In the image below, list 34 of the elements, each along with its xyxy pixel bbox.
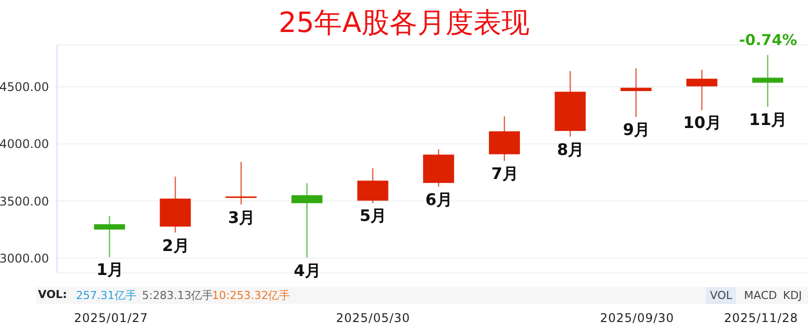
x-tick-label: 11月: [748, 110, 788, 129]
text: MACD: [743, 288, 778, 304]
x-tick-label: 10月: [682, 113, 722, 132]
y-tick-label: 4000.00: [0, 137, 49, 152]
text: 257.31亿手: [76, 288, 136, 303]
chart-title: 25年A股各月度表现: [278, 6, 530, 39]
text: 5:283.13亿手: [142, 288, 214, 303]
text: VOL:: [38, 288, 68, 301]
text: 2025/11/28: [724, 311, 798, 325]
x-tick-label: 7月: [490, 164, 520, 183]
candlestick: [291, 182, 322, 258]
y-tick-label: 3000.00: [0, 251, 49, 266]
text: 2025/05/30: [336, 311, 410, 325]
text: KDJ: [782, 288, 803, 304]
x-tick-label: 2月: [161, 236, 190, 255]
candlestick: [94, 215, 125, 258]
text: 10:253.32亿手: [212, 288, 290, 303]
y-tick-label: 4500.00: [0, 80, 49, 94]
candlestick: [752, 54, 784, 108]
candlestick: [226, 161, 257, 206]
x-tick-label: 4月: [292, 260, 322, 280]
x-tick-label: 6月: [424, 190, 454, 209]
text: 2025/01/27: [74, 311, 148, 325]
x-tick-label: 1月: [95, 260, 124, 280]
x-tick-label: 8月: [556, 140, 586, 159]
y-tick-label: 3500.00: [0, 194, 49, 208]
candlestick: [620, 68, 652, 118]
text: VOL: [706, 287, 736, 304]
x-tick-label: 9月: [622, 120, 652, 139]
text: 2025/09/30: [600, 311, 674, 325]
candlestick: [686, 69, 718, 111]
annotation: -0.74%: [738, 31, 798, 50]
x-tick-label: 5月: [358, 206, 388, 226]
x-tick-label: 3月: [226, 208, 256, 227]
